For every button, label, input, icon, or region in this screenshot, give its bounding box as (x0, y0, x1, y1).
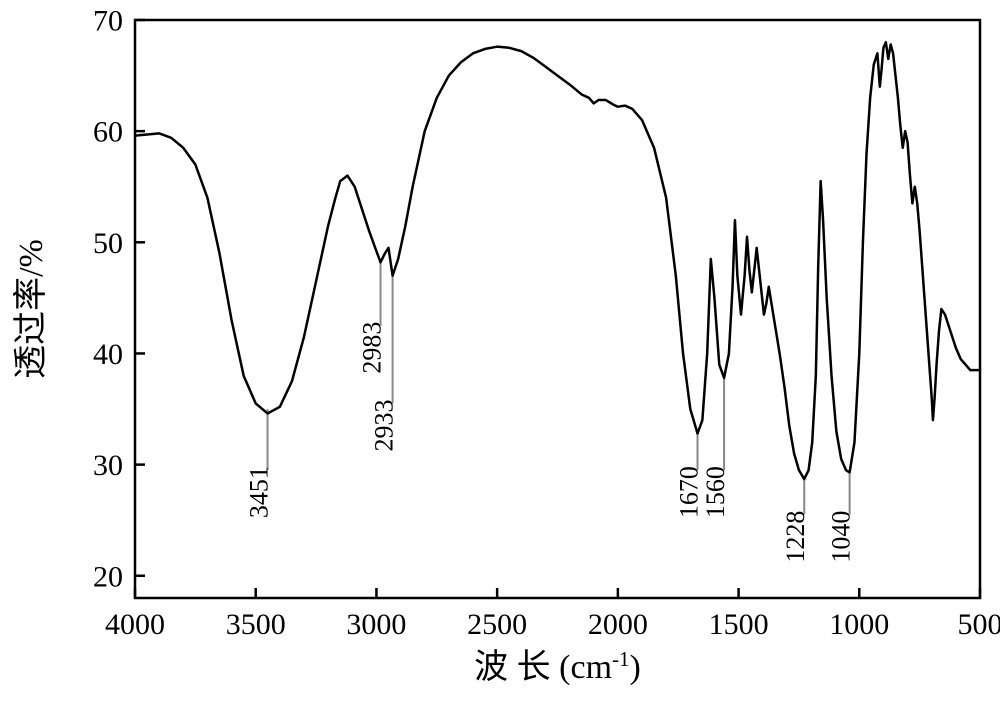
x-tick-label: 3000 (346, 608, 406, 641)
x-tick-label: 2500 (467, 608, 527, 641)
y-tick-label: 50 (93, 227, 123, 260)
x-tick-label: 2000 (588, 608, 648, 641)
x-tick-label: 3500 (226, 608, 286, 641)
peak-label: 1228 (781, 511, 810, 563)
x-tick-label: 4000 (105, 608, 165, 641)
peak-label: 1040 (827, 511, 856, 563)
peak-label: 1560 (701, 466, 730, 518)
ir-spectrum-chart: 4000 3500 3000 2500 2000 1500 1000 500 20 30 40 50 6… (0, 0, 1000, 705)
chart-svg: 4000 3500 3000 2500 2000 1500 1000 500 20 30 40 50 6… (0, 0, 1000, 705)
y-tick-label: 30 (93, 449, 123, 482)
peak-label: 2983 (358, 322, 387, 374)
peak-label: 2933 (370, 399, 399, 451)
x-tick-label: 1500 (709, 608, 769, 641)
x-tick-label: 1000 (829, 608, 889, 641)
y-tick-label: 60 (93, 116, 123, 149)
y-axis-label: 透过率/% (12, 239, 50, 379)
y-tick-label: 70 (93, 5, 123, 38)
y-tick-label: 40 (93, 338, 123, 371)
y-tick-label: 20 (93, 560, 123, 593)
peak-label: 1670 (675, 466, 704, 518)
x-tick-label: 500 (958, 608, 1000, 641)
peak-label: 3451 (245, 466, 274, 518)
